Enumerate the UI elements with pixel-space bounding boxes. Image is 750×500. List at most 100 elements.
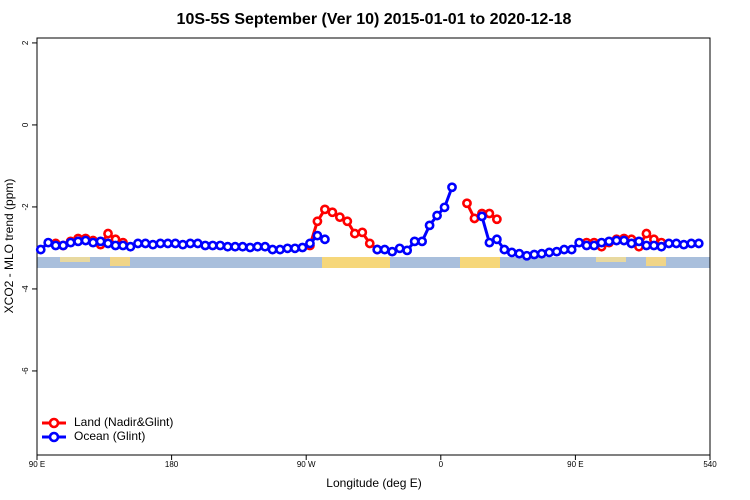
x-tick-label: 180 xyxy=(165,460,179,469)
data-point xyxy=(469,213,480,224)
data-point xyxy=(65,237,76,248)
data-point xyxy=(357,227,368,238)
data-point xyxy=(80,235,91,246)
data-point xyxy=(521,250,532,261)
data-point xyxy=(678,239,689,250)
data-point xyxy=(551,246,562,257)
data-point xyxy=(245,242,256,253)
data-point xyxy=(619,235,629,246)
data-point xyxy=(73,236,84,247)
x-tick-label: 90 E xyxy=(29,460,45,469)
data-point xyxy=(162,238,173,249)
data-point xyxy=(312,216,323,227)
x-tick-label: 90 W xyxy=(297,460,316,469)
data-point xyxy=(58,240,69,251)
data-point xyxy=(581,240,592,251)
land-patch xyxy=(460,257,500,268)
data-point xyxy=(611,235,622,246)
data-point xyxy=(432,210,442,221)
data-point xyxy=(177,239,188,250)
map-strip xyxy=(37,257,710,268)
data-point xyxy=(491,214,502,225)
data-point xyxy=(372,244,383,255)
legend-label: Land (Nadir&Glint) xyxy=(74,415,173,429)
data-point xyxy=(103,228,113,239)
y-tick-label: 0 xyxy=(21,122,30,127)
data-point xyxy=(260,241,270,252)
data-point xyxy=(275,244,285,255)
data-point xyxy=(35,244,46,255)
data-point xyxy=(155,238,166,249)
data-point xyxy=(207,240,218,251)
data-point xyxy=(506,247,517,258)
data-point xyxy=(297,242,308,253)
data-point xyxy=(305,238,315,249)
data-point xyxy=(125,241,136,252)
y-tick-label: -2 xyxy=(21,203,30,211)
data-point xyxy=(402,245,413,256)
data-point xyxy=(170,238,181,249)
data-point xyxy=(43,237,54,248)
data-point xyxy=(334,212,345,223)
data-point xyxy=(267,244,278,255)
data-point xyxy=(477,211,487,222)
data-point xyxy=(409,236,420,247)
x-tick-label: 540 xyxy=(703,460,717,469)
x-tick-label: 0 xyxy=(439,460,444,469)
data-point xyxy=(544,247,555,258)
data-point xyxy=(484,208,495,219)
data-point xyxy=(192,238,203,249)
x-axis-label: Longitude (deg E) xyxy=(326,476,421,490)
data-point xyxy=(596,237,607,248)
data-point xyxy=(103,238,113,249)
data-point xyxy=(282,243,293,254)
data-point xyxy=(693,238,704,249)
data-point xyxy=(604,236,614,247)
data-point xyxy=(215,240,226,251)
data-point xyxy=(589,240,599,251)
data-point xyxy=(634,236,644,247)
legend-label: Ocean (Glint) xyxy=(74,429,145,443)
data-point xyxy=(626,238,637,249)
land-patch xyxy=(596,257,626,262)
data-point xyxy=(148,239,158,250)
data-point xyxy=(663,238,674,249)
data-point xyxy=(118,240,128,251)
land-patch xyxy=(322,257,390,268)
data-point xyxy=(200,240,211,251)
data-point xyxy=(222,241,233,252)
data-point xyxy=(140,238,151,249)
y-tick-label: 2 xyxy=(21,40,30,45)
data-point xyxy=(462,198,472,209)
x-tick-label: 90 E xyxy=(567,460,583,469)
data-point xyxy=(342,216,353,227)
data-point xyxy=(290,243,300,254)
data-point xyxy=(88,237,98,248)
data-point xyxy=(529,249,540,260)
data-point xyxy=(185,238,196,249)
data-point xyxy=(364,238,375,249)
data-point xyxy=(574,237,585,248)
data-point xyxy=(133,238,143,249)
data-point xyxy=(536,248,547,259)
data-point xyxy=(439,202,450,213)
data-point xyxy=(319,234,330,245)
data-point xyxy=(447,182,457,193)
land-patch xyxy=(110,257,130,266)
land-patch xyxy=(646,257,666,266)
data-point xyxy=(656,241,667,252)
land-patch xyxy=(60,257,90,262)
data-point xyxy=(417,236,428,247)
data-point xyxy=(319,204,330,215)
y-tick-label: -6 xyxy=(21,367,30,375)
y-axis-label: XCO2 - MLO trend (ppm) xyxy=(2,179,16,314)
data-point xyxy=(649,240,659,251)
data-point xyxy=(379,244,390,255)
data-point xyxy=(387,246,398,257)
legend-marker xyxy=(48,417,60,429)
chart-title: 10S-5S September (Ver 10) 2015-01-01 to … xyxy=(177,11,572,28)
data-point xyxy=(641,228,652,239)
data-point xyxy=(484,237,495,248)
